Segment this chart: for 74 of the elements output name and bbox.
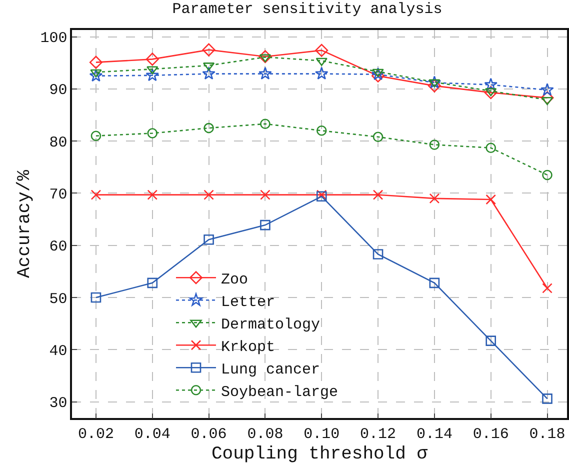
y-tick-label: 50 bbox=[49, 290, 68, 308]
point bbox=[485, 88, 497, 96]
point bbox=[89, 56, 102, 69]
chart-title: Parameter sensitivity analysis bbox=[172, 0, 442, 18]
point bbox=[260, 190, 270, 200]
point bbox=[202, 66, 216, 80]
x-tick-label: 0.06 bbox=[190, 426, 227, 443]
point bbox=[90, 292, 102, 303]
point bbox=[428, 79, 440, 88]
point bbox=[486, 336, 496, 346]
point bbox=[542, 283, 552, 294]
point bbox=[90, 69, 102, 78]
point bbox=[372, 190, 384, 200]
legend-label: Krkopt bbox=[221, 338, 276, 356]
legend-label: Soybean-large bbox=[221, 384, 338, 401]
legend-label: Zoo bbox=[221, 271, 248, 288]
point bbox=[429, 278, 440, 288]
point bbox=[372, 68, 384, 77]
point bbox=[542, 170, 552, 180]
y-tick-label: 100 bbox=[40, 30, 68, 48]
x-tick-label: 0.02 bbox=[78, 426, 114, 443]
point bbox=[204, 234, 214, 245]
x-tick-label: 0.14 bbox=[416, 426, 452, 443]
point bbox=[258, 66, 272, 80]
point bbox=[90, 190, 102, 200]
y-tick-label: 30 bbox=[49, 395, 68, 412]
point bbox=[429, 193, 440, 204]
y-tick-label: 80 bbox=[49, 134, 68, 152]
legend-label: Lung cancer bbox=[221, 361, 320, 378]
point bbox=[372, 132, 384, 142]
point bbox=[484, 86, 498, 100]
point bbox=[541, 96, 554, 106]
point bbox=[316, 58, 328, 66]
point bbox=[146, 52, 159, 66]
point bbox=[146, 68, 160, 82]
point bbox=[260, 118, 270, 130]
point bbox=[260, 220, 270, 230]
point bbox=[540, 83, 554, 96]
point bbox=[89, 68, 103, 82]
y-tick-label: 40 bbox=[49, 342, 68, 360]
point bbox=[484, 78, 498, 91]
y-tick-label: 60 bbox=[49, 238, 68, 256]
y-tick-label: 70 bbox=[49, 186, 68, 204]
point bbox=[147, 190, 158, 200]
x-tick-label: 0.12 bbox=[360, 426, 396, 443]
point bbox=[258, 50, 272, 64]
point bbox=[146, 66, 158, 74]
point bbox=[202, 43, 216, 56]
x-tick-label: 0.08 bbox=[247, 426, 284, 443]
point bbox=[90, 130, 102, 142]
point bbox=[372, 249, 384, 260]
y-tick-label: 90 bbox=[49, 82, 68, 100]
x-tick-label: 0.16 bbox=[472, 426, 509, 443]
point bbox=[428, 76, 442, 88]
point bbox=[540, 91, 554, 104]
x-axis-title: Coupling threshold σ bbox=[211, 444, 428, 464]
point bbox=[315, 44, 328, 57]
point bbox=[316, 126, 327, 136]
point bbox=[428, 79, 441, 92]
point bbox=[314, 66, 328, 80]
point bbox=[486, 194, 496, 205]
point bbox=[429, 140, 440, 150]
point bbox=[204, 190, 214, 200]
x-tick-label: 0.04 bbox=[134, 426, 170, 443]
x-tick-label: 0.10 bbox=[304, 426, 340, 443]
point bbox=[542, 394, 552, 404]
point bbox=[147, 128, 158, 138]
point bbox=[147, 278, 158, 288]
point bbox=[486, 142, 496, 154]
legend-label: Letter bbox=[221, 294, 276, 311]
point bbox=[204, 122, 214, 134]
legend-label: Dermatology bbox=[221, 316, 320, 334]
x-tick-label: 0.18 bbox=[529, 426, 566, 443]
y-axis-title: Accuracy/% bbox=[14, 170, 35, 278]
